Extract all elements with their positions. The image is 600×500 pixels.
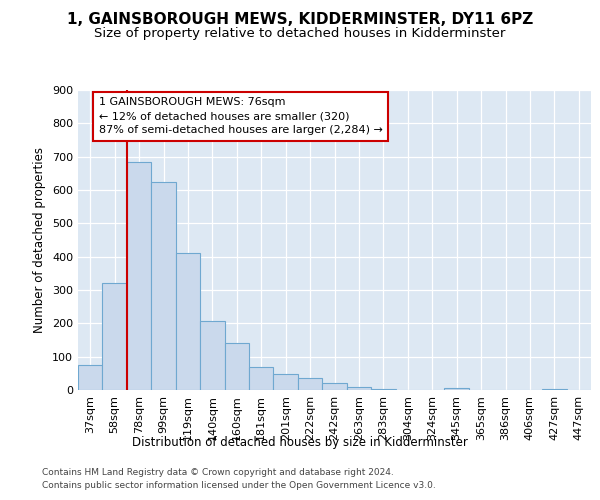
Bar [298, 378, 322, 390]
Bar [347, 386, 371, 390]
Text: 1, GAINSBOROUGH MEWS, KIDDERMINSTER, DY11 6PZ: 1, GAINSBOROUGH MEWS, KIDDERMINSTER, DY1… [67, 12, 533, 28]
Bar [200, 321, 224, 390]
Text: Contains public sector information licensed under the Open Government Licence v3: Contains public sector information licen… [42, 482, 436, 490]
Bar [322, 382, 347, 390]
Bar [176, 254, 200, 390]
Bar [274, 374, 298, 390]
Text: Distribution of detached houses by size in Kidderminster: Distribution of detached houses by size … [132, 436, 468, 449]
Bar [151, 182, 176, 390]
Text: 1 GAINSBOROUGH MEWS: 76sqm
← 12% of detached houses are smaller (320)
87% of sem: 1 GAINSBOROUGH MEWS: 76sqm ← 12% of deta… [99, 98, 383, 136]
Bar [542, 389, 566, 390]
Bar [103, 284, 127, 390]
Text: Size of property relative to detached houses in Kidderminster: Size of property relative to detached ho… [94, 28, 506, 40]
Y-axis label: Number of detached properties: Number of detached properties [34, 147, 46, 333]
Bar [78, 365, 103, 390]
Bar [249, 366, 274, 390]
Text: Contains HM Land Registry data © Crown copyright and database right 2024.: Contains HM Land Registry data © Crown c… [42, 468, 394, 477]
Bar [224, 344, 249, 390]
Bar [127, 162, 151, 390]
Bar [445, 388, 469, 390]
